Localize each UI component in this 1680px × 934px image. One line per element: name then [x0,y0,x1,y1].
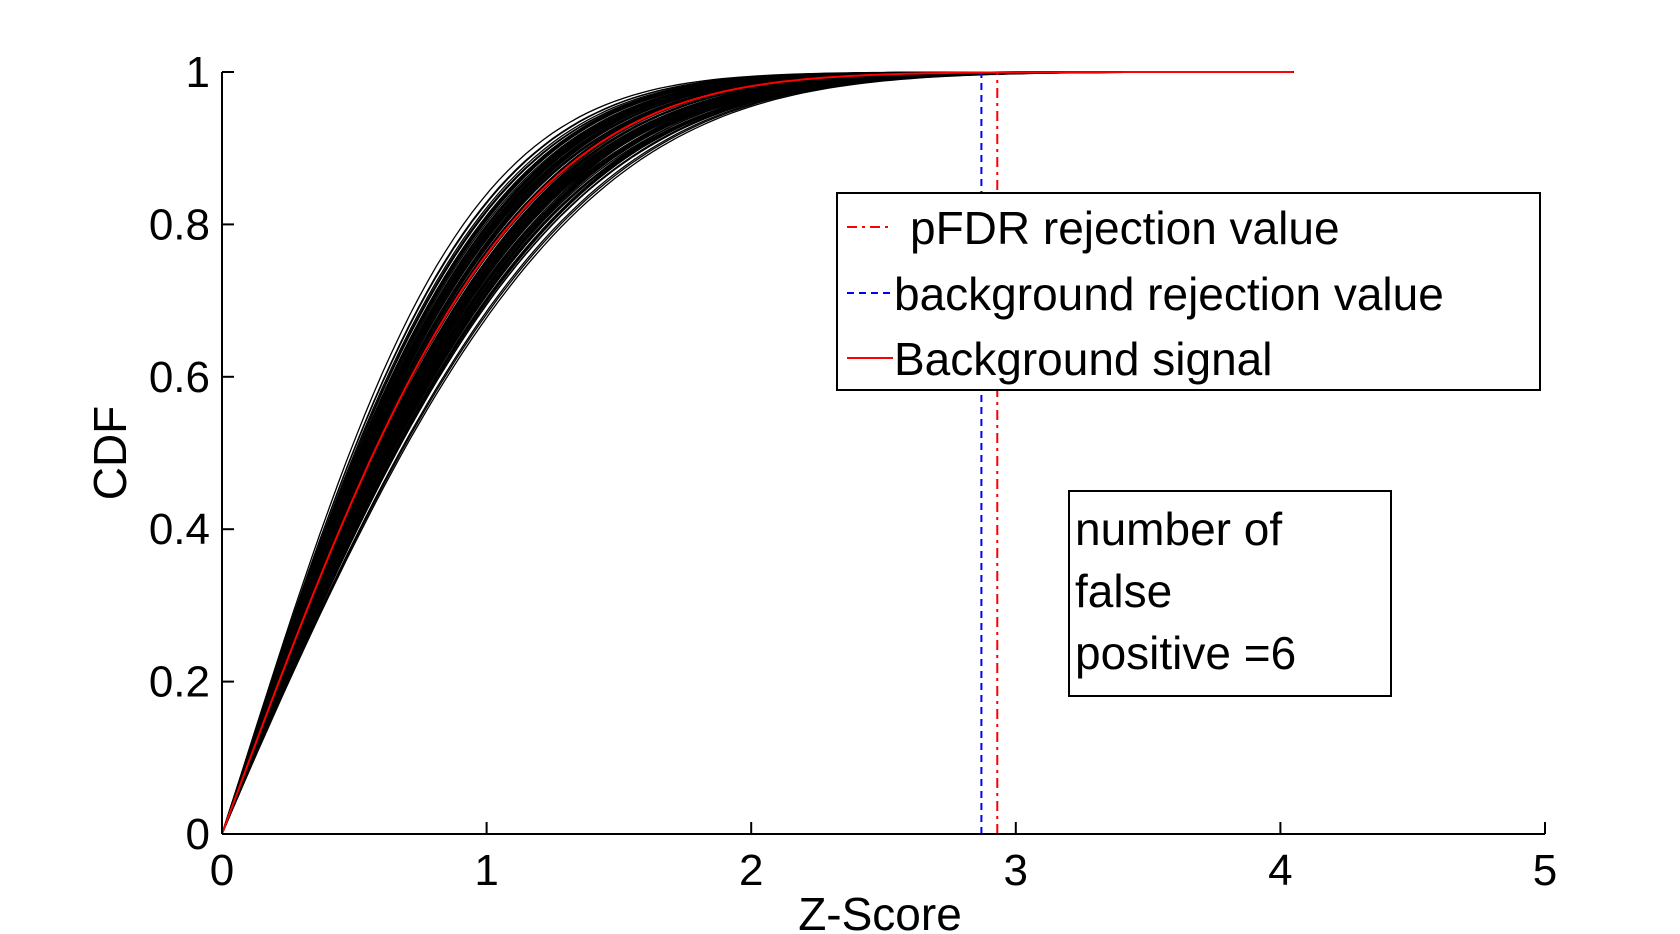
legend-box [836,192,1541,391]
y-tick-label: 0.4 [149,505,210,554]
background-curves-group [221,71,1294,835]
y-tick-label: 0.2 [149,658,210,707]
x-tick-label: 0 [210,846,234,895]
annotation-line-3: positive =6 [1075,627,1296,679]
x-ticks: 0 1 2 3 4 5 [210,822,1557,895]
legend: pFDR rejection value background rejectio… [836,192,1541,391]
x-tick-label: 3 [1004,846,1028,895]
x-tick-label: 4 [1268,846,1292,895]
legend-item-background-signal: Background signal [847,333,1272,385]
false-positive-annotation: number of false positive =6 [1068,490,1392,697]
y-ticks: 0 0.2 0.4 0.6 0.8 1 [149,48,234,859]
x-tick-label: 2 [739,846,763,895]
series-layer [221,71,1294,835]
legend-item-pfdr: pFDR rejection value [847,202,1340,254]
x-tick-label: 5 [1533,846,1557,895]
y-tick-label: 0.8 [149,200,210,249]
legend-label-background-rejection: background rejection value [894,268,1444,320]
x-tick-label: 1 [474,846,498,895]
annotation-line-1: number of [1075,503,1282,555]
y-tick-label: 0.6 [149,353,210,402]
background-curve [221,71,1294,835]
annotation-line-2: false [1075,565,1172,617]
x-axis-label: Z-Score [798,888,962,934]
legend-item-background-rejection: background rejection value [847,268,1444,320]
annotation-box [1068,490,1392,697]
legend-label-pfdr: pFDR rejection value [910,202,1340,254]
axes: 0 1 2 3 4 5 0 0.2 0.4 0.6 0.8 1 Z-Score CDF [84,48,1557,934]
background-signal-curve [221,71,1294,835]
legend-label-background-signal: Background signal [894,333,1272,385]
plot-area [221,71,1294,835]
y-tick-label: 0 [186,810,210,859]
y-tick-label: 1 [186,48,210,97]
y-axis-label: CDF [84,406,136,501]
